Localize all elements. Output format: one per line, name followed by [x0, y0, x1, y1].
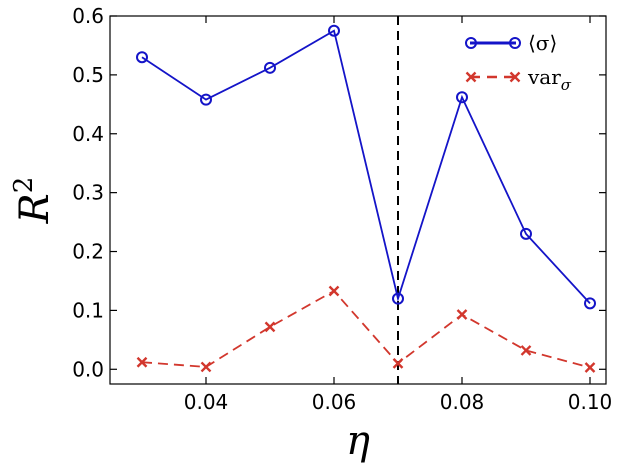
- series-1-point: [392, 358, 404, 369]
- series-1-point: [200, 361, 212, 373]
- x-marker-stroke: [264, 321, 276, 333]
- y-axis-label-superscript: 2: [9, 177, 39, 194]
- series-1-point: [584, 362, 596, 373]
- legend-marker-1: [465, 71, 477, 83]
- plot-marks: [136, 16, 596, 384]
- x-marker-stroke: [465, 71, 477, 83]
- series-1-point: [456, 309, 468, 320]
- x-marker-stroke: [584, 362, 596, 373]
- series-1-line: [141, 289, 591, 369]
- legend-label-0: ⟨σ⟩: [528, 31, 557, 55]
- x-tick-label: 0.04: [184, 390, 229, 414]
- y-tick-label: 0.1: [72, 298, 104, 322]
- legend-marker-0: [509, 37, 521, 49]
- y-tick-label: 0.0: [72, 357, 104, 381]
- y-axis-label: R2: [9, 177, 58, 225]
- series-0-point: [264, 61, 276, 74]
- x-axis-label: η: [346, 418, 370, 464]
- y-tick-label: 0.5: [72, 63, 104, 87]
- plot-frame: [109, 15, 607, 385]
- series-0-point: [328, 24, 340, 37]
- y-tick-label: 0.3: [72, 181, 104, 205]
- legend-marker-0: [465, 37, 477, 49]
- series-0-point: [584, 297, 596, 310]
- x-marker-stroke: [392, 358, 404, 369]
- y-tick-label: 0.2: [72, 240, 104, 264]
- series-0-point: [200, 93, 212, 106]
- x-tick-label: 0.06: [312, 390, 357, 414]
- x-tick-label: 0.08: [440, 390, 485, 414]
- series-1-point: [264, 321, 276, 333]
- series-1-point: [520, 345, 532, 356]
- series-0-line: [141, 29, 591, 304]
- series-1-point: [328, 285, 340, 297]
- x-marker-stroke: [456, 309, 468, 320]
- x-marker-stroke: [509, 71, 521, 83]
- legend: ⟨σ⟩ varσ: [465, 31, 572, 94]
- series-1-point: [136, 356, 148, 368]
- series-0-point: [456, 91, 468, 104]
- legend-label-1: varσ: [527, 65, 572, 94]
- x-marker-stroke: [136, 356, 148, 368]
- series-0-point: [136, 51, 148, 64]
- x-marker-stroke: [520, 345, 532, 356]
- x-marker-stroke: [200, 361, 212, 373]
- series-0-point: [520, 227, 532, 240]
- series-0-point: [392, 292, 404, 305]
- x-tick-label: 0.10: [568, 390, 613, 414]
- y-tick-label: 0.6: [72, 4, 104, 28]
- y-tick-label: 0.4: [72, 122, 104, 146]
- x-marker-stroke: [328, 285, 340, 297]
- axis-ticks: 0.04 0.06 0.08 0.10 0.0 0.1 0.2 0.3 0.4 0.5 0.6: [72, 4, 612, 414]
- legend-marker-1: [509, 71, 521, 83]
